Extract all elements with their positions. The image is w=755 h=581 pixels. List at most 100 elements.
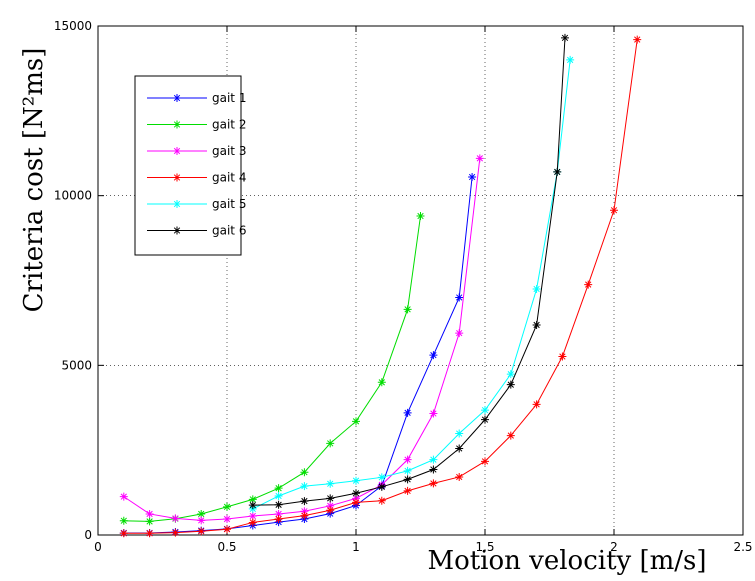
data-point	[558, 352, 567, 361]
data-point	[403, 305, 412, 314]
data-point	[300, 497, 309, 506]
legend-marker	[173, 226, 181, 235]
data-point	[566, 55, 575, 64]
data-point	[119, 516, 128, 525]
data-point	[223, 525, 231, 534]
legend-marker	[173, 120, 181, 129]
data-point	[326, 501, 335, 510]
x-tick-label: 0	[94, 540, 102, 554]
data-point	[326, 479, 335, 488]
axis-ticks: 0 0.5 1 1.5 2 2.5 0 5000 10000 15000	[54, 19, 753, 554]
data-point	[326, 494, 335, 503]
data-point	[300, 511, 309, 520]
data-point	[248, 495, 257, 504]
legend-item: gait 3	[147, 144, 246, 158]
data-point	[352, 489, 360, 498]
data-point	[145, 529, 154, 538]
data-point	[326, 506, 335, 515]
data-point	[403, 455, 412, 464]
y-tick-label: 0	[84, 528, 92, 542]
legend-item: gait 6	[147, 224, 246, 238]
data-point	[300, 507, 309, 516]
data-point	[274, 484, 283, 493]
data-point	[326, 439, 335, 448]
data-point	[553, 167, 562, 176]
data-point	[532, 320, 541, 329]
data-point	[610, 206, 618, 215]
data-point	[352, 417, 360, 426]
series-line	[252, 37, 566, 506]
data-point	[197, 509, 206, 518]
data-point	[560, 33, 569, 42]
data-point	[455, 293, 464, 302]
data-point	[171, 514, 180, 523]
data-point	[300, 468, 309, 477]
series-gait-4	[119, 35, 642, 538]
x-tick-label: 1	[352, 540, 360, 554]
data-point	[403, 475, 412, 484]
legend: gait 1 gait 2 gait 3 gait 4 gait 5 gait 6	[134, 75, 246, 256]
data-point	[429, 351, 438, 360]
data-point	[248, 518, 257, 527]
data-point	[481, 406, 489, 415]
data-point	[475, 154, 484, 163]
legend-label: gait 5	[212, 197, 246, 211]
legend-label: gait 2	[212, 118, 246, 132]
data-point	[403, 486, 412, 495]
series-group	[119, 33, 642, 538]
data-point	[481, 415, 489, 424]
data-point	[455, 444, 464, 453]
data-point	[403, 408, 412, 417]
legend-label: gait 4	[212, 171, 246, 185]
x-tick-label: 2.5	[733, 540, 752, 554]
series-gait-3	[119, 154, 484, 525]
data-point	[119, 492, 128, 501]
legend-marker	[173, 147, 181, 155]
legend-item: gait 5	[147, 197, 246, 211]
y-tick-label: 15000	[54, 19, 92, 33]
y-axis-title: Criteria cost [N²ms]	[19, 48, 49, 313]
data-point	[119, 529, 128, 538]
legend-item: gait 1	[147, 91, 246, 105]
data-point	[377, 482, 386, 491]
data-point	[377, 378, 386, 387]
y-tick-label: 5000	[61, 358, 92, 372]
x-tick-label: 2	[610, 540, 618, 554]
data-point	[584, 280, 593, 289]
data-point	[171, 528, 180, 537]
data-point	[403, 466, 412, 475]
data-point	[145, 517, 154, 526]
data-point	[197, 527, 206, 536]
legend-marker	[173, 200, 181, 208]
data-point	[429, 479, 438, 488]
series-line	[252, 59, 571, 510]
data-point	[300, 482, 309, 491]
legend-item: gait 2	[147, 118, 246, 132]
data-point	[481, 457, 489, 466]
data-point	[352, 498, 360, 507]
data-point	[352, 494, 360, 503]
data-point	[455, 472, 464, 481]
data-point	[377, 496, 386, 505]
series-gait-6	[248, 33, 569, 510]
data-point	[532, 284, 541, 293]
data-point	[506, 380, 515, 389]
legend-item: gait 4	[147, 171, 246, 185]
data-point	[248, 501, 257, 510]
data-point	[223, 515, 231, 524]
data-point	[145, 509, 154, 518]
data-point	[416, 212, 425, 221]
data-point	[455, 329, 464, 338]
legend-label: gait 6	[212, 224, 246, 238]
x-axis-title: Motion velocity [m/s]	[427, 546, 706, 576]
data-point	[274, 515, 283, 524]
data-point	[506, 431, 515, 440]
legend-label: gait 3	[212, 144, 246, 158]
x-tick-label: 0.5	[217, 540, 236, 554]
legend-marker	[173, 173, 181, 182]
data-point	[248, 511, 257, 520]
data-point	[352, 476, 360, 485]
data-point	[532, 400, 541, 409]
